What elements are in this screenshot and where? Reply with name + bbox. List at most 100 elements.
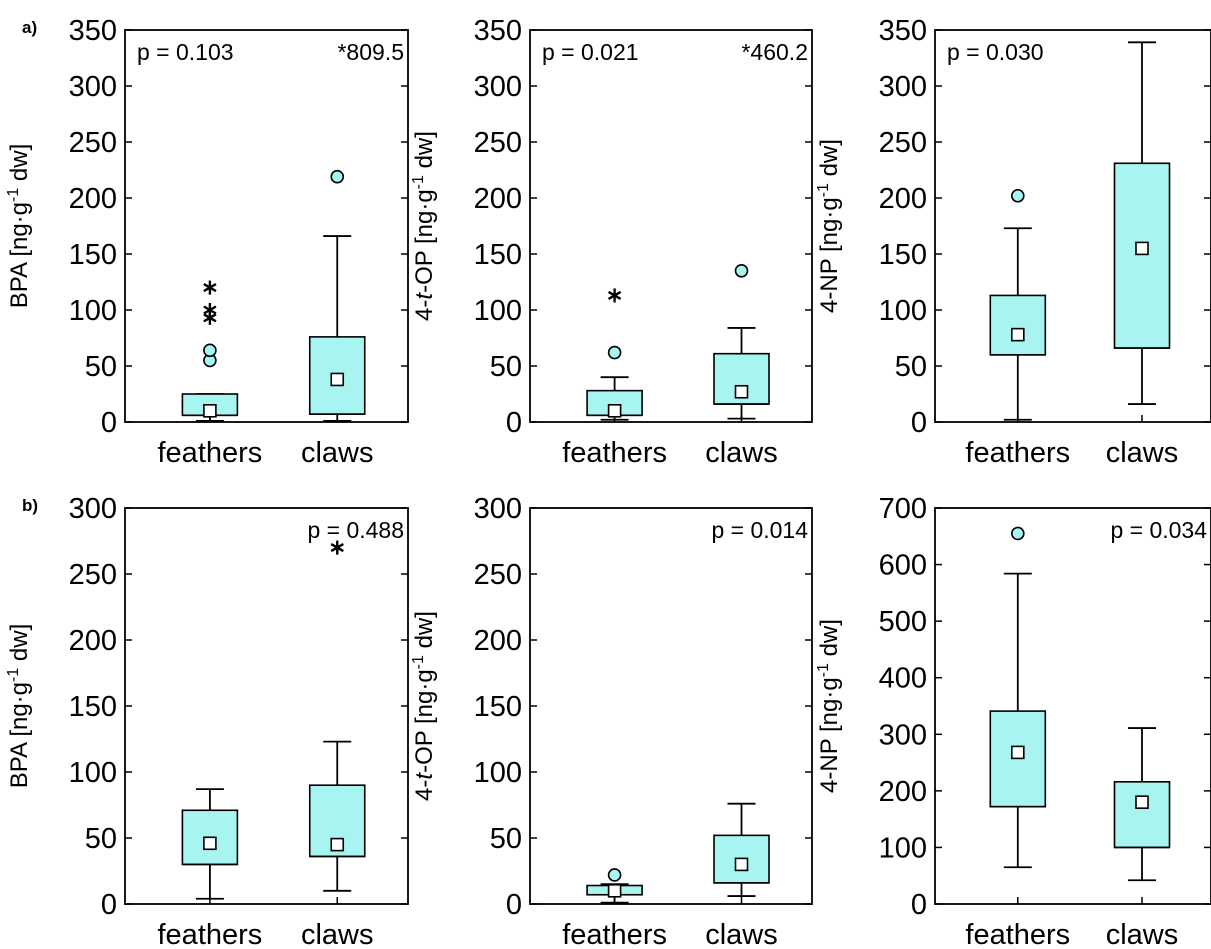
- iqr-box: [713, 352, 770, 405]
- chart-panel-6: 0 100 200 300 400 500 600 700 4-NP [ng·g-1 dw] fe…: [815, 493, 1211, 949]
- y-label-superscript: -1: [410, 655, 427, 669]
- y-tick-label: 50: [85, 823, 117, 855]
- mean-marker: [1135, 795, 1149, 809]
- box-feathers: [989, 188, 1047, 421]
- y-tick-label: 200: [69, 625, 117, 657]
- mean-marker: [203, 403, 217, 418]
- y-tick-label: 200: [69, 183, 117, 215]
- y-tick-label: 0: [911, 407, 927, 439]
- y-axis-label: 4-NP [ng·g-1 dw]: [815, 139, 843, 313]
- plot-frame: [934, 29, 1211, 423]
- annotation-2: *460.2: [741, 39, 808, 65]
- outlier-circle: [734, 263, 749, 278]
- y-tick-label: 100: [474, 295, 522, 327]
- iqr-box: [1113, 781, 1171, 849]
- y-tick-label: 150: [879, 239, 927, 271]
- y-label-text: BPA [ng·g: [6, 202, 33, 308]
- y-tick-label: 100: [879, 832, 927, 864]
- chart-panel-1: 0 50 100 150 200 250 300 350 BPA [ng·g-1 dw] a) fe…: [5, 15, 409, 469]
- y-axis-label: BPA [ng·g-1 dw]: [5, 624, 33, 789]
- x-tick-label-feathers: feathers: [158, 437, 263, 469]
- y-label-text: 4-NP [ng·g: [816, 677, 843, 793]
- y-tick-label: 150: [474, 239, 522, 271]
- mean-marker: [1010, 745, 1025, 760]
- annotation-1: p = 0.103: [137, 39, 234, 65]
- y-tick-label: 300: [474, 71, 522, 103]
- y-tick-label: 400: [879, 663, 927, 695]
- y-tick-label: 700: [879, 493, 927, 525]
- y-label-superscript: -1: [815, 183, 832, 197]
- y-tick-label: 250: [474, 127, 522, 159]
- y-label-text-end: dw]: [6, 144, 33, 188]
- y-label-text-end: dw]: [411, 131, 438, 175]
- y-tick-label: 100: [474, 757, 522, 789]
- y-tick-label: 250: [69, 559, 117, 591]
- x-tick-label-claws: claws: [705, 437, 778, 469]
- outlier-circle: [203, 343, 217, 358]
- mean-marker: [607, 403, 622, 418]
- y-tick-label: 0: [911, 889, 927, 921]
- y-label-text-2: -OP [ng·g: [411, 669, 438, 773]
- outlier-star: [203, 303, 217, 317]
- outlier-star-stroke: [607, 290, 622, 300]
- y-tick-label: 350: [474, 15, 522, 47]
- box-feathers: [181, 280, 239, 422]
- box-feathers: [989, 526, 1047, 869]
- iqr-box: [1113, 162, 1171, 349]
- y-tick-label: 200: [474, 183, 522, 215]
- chart-panel-5: 0 50 100 150 200 250 300 4-t-OP [ng·g-1 dw] feat…: [410, 493, 813, 949]
- y-tick-label: 50: [85, 351, 117, 383]
- mean-marker: [330, 837, 345, 852]
- panel-label: a): [22, 18, 37, 37]
- mean-marker: [330, 372, 345, 387]
- y-tick-label: 150: [69, 239, 117, 271]
- annotation-1: p = 0.034: [1110, 517, 1207, 543]
- y-label-superscript: -1: [5, 188, 22, 202]
- y-tick-label: 300: [879, 71, 927, 103]
- mean-marker: [1010, 327, 1025, 342]
- outlier-star-stroke: [203, 305, 217, 315]
- y-label-superscript: -1: [5, 668, 22, 682]
- y-tick-label: 300: [879, 719, 927, 751]
- y-tick-label: 300: [69, 493, 117, 525]
- y-tick-label: 600: [879, 550, 927, 582]
- y-label-text: 4-: [411, 780, 438, 801]
- y-tick-label: 500: [879, 606, 927, 638]
- x-tick-label-feathers: feathers: [965, 437, 1070, 469]
- y-tick-label: 200: [879, 183, 927, 215]
- outlier-star-stroke: [330, 543, 344, 553]
- chart-panel-3: 0 50 100 150 200 250 300 350 4-NP [ng·g-1 dw] fea…: [815, 15, 1211, 469]
- y-tick-label: 250: [69, 127, 117, 159]
- x-tick-label-feathers: feathers: [965, 919, 1070, 949]
- outlier-circle: [607, 868, 622, 882]
- outlier-circle: [1010, 526, 1025, 541]
- mean-marker: [203, 836, 217, 851]
- y-label-superscript: -1: [815, 663, 832, 677]
- outlier-circle: [607, 345, 622, 360]
- annotation-1: p = 0.488: [307, 517, 404, 543]
- mean-marker: [607, 883, 622, 898]
- chart-panel-2: 0 50 100 150 200 250 300 350 4-t-OP [ng·g-1 dw] f…: [410, 15, 813, 469]
- box-feathers: [586, 288, 643, 421]
- annotation-1: p = 0.030: [947, 39, 1044, 65]
- y-tick-label: 300: [474, 493, 522, 525]
- outlier-star: [330, 540, 344, 555]
- mean-marker: [1135, 241, 1149, 256]
- y-tick-label: 50: [490, 351, 522, 383]
- y-tick-label: 50: [490, 823, 522, 855]
- box-claws: [713, 802, 770, 897]
- x-tick-label-claws: claws: [301, 437, 374, 469]
- y-tick-label: 350: [879, 15, 927, 47]
- y-label-text-2: -OP [ng·g: [411, 189, 438, 293]
- y-tick-label: 250: [474, 559, 522, 591]
- y-tick-label: 150: [474, 691, 522, 723]
- y-tick-label: 100: [879, 295, 927, 327]
- y-tick-label: 150: [69, 691, 117, 723]
- y-label-text: BPA [ng·g: [6, 682, 33, 788]
- plot-frame: [934, 507, 1211, 905]
- x-tick-label-claws: claws: [301, 919, 374, 949]
- box-claws: [308, 540, 366, 892]
- x-tick-label-feathers: feathers: [562, 919, 667, 949]
- y-axis-label: 4-t-OP [ng·g-1 dw]: [410, 131, 438, 321]
- y-axis-label: BPA [ng·g-1 dw]: [5, 144, 33, 309]
